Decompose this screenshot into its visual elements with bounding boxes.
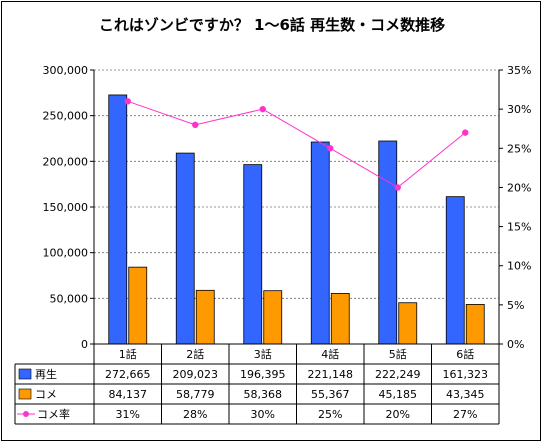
rate-point — [259, 105, 266, 113]
rate-point — [327, 145, 334, 152]
x-tick-label: 4話 — [321, 347, 339, 361]
x-tick-label: 6話 — [456, 347, 474, 361]
x-tick-label: 5話 — [389, 347, 407, 361]
data-label: 272,665 — [105, 368, 151, 381]
y-axis-left: 0 50,000 100,000 150,000 200,000 250,000 300,0… — [43, 64, 94, 351]
data-label: 222,249 — [375, 368, 421, 381]
legend-label: 再生 — [35, 367, 57, 381]
y-axis-right: 0% 5% 10% 15% 20% 25% 30% 35% — [499, 64, 531, 351]
data-label: 31% — [116, 408, 140, 421]
y-left-tick-label: 250,000 — [43, 110, 89, 123]
data-label: 45,185 — [379, 388, 418, 401]
y-left-tick-label: 50,000 — [50, 292, 89, 305]
rate-point — [192, 121, 199, 128]
bar-comments — [195, 289, 215, 345]
x-tick-label: 3話 — [254, 347, 272, 361]
legend-label: コメ — [35, 388, 57, 401]
x-tick-label: 1話 — [119, 347, 137, 361]
y-right-tick-label: 0% — [507, 338, 524, 351]
bar-comments — [263, 290, 283, 345]
data-label: 25% — [318, 408, 342, 421]
data-label: 196,395 — [240, 368, 286, 381]
bar-views — [108, 94, 128, 345]
data-label: 28% — [183, 408, 207, 421]
data-label: 55,367 — [311, 388, 350, 401]
bar-views — [378, 140, 398, 345]
y-right-tick-label: 15% — [507, 221, 531, 234]
legend-marker — [23, 411, 29, 417]
bars — [108, 94, 485, 345]
bar-views — [445, 196, 465, 345]
y-right-tick-label: 30% — [507, 103, 531, 116]
data-label: 221,148 — [308, 368, 354, 381]
legend-swatch — [18, 388, 32, 400]
bar-comments — [465, 304, 485, 345]
data-label: 209,023 — [173, 368, 219, 381]
y-left-tick-label: 300,000 — [43, 64, 89, 77]
rate-point — [124, 98, 131, 105]
data-label: 43,345 — [446, 388, 485, 401]
data-label: 30% — [251, 408, 275, 421]
data-label: 84,137 — [109, 388, 148, 401]
data-label: 161,323 — [443, 368, 489, 381]
legend-swatch — [18, 368, 32, 380]
y-right-tick-label: 5% — [507, 299, 524, 312]
rate-line — [124, 98, 469, 191]
bar-comments — [128, 266, 148, 345]
bar-comments — [398, 302, 418, 345]
rate-point — [394, 184, 401, 191]
data-label: 58,368 — [244, 388, 283, 401]
y-left-tick-label: 150,000 — [43, 201, 89, 214]
bar-views — [243, 164, 263, 345]
y-right-tick-label: 10% — [507, 260, 531, 273]
x-tick-label: 2話 — [186, 347, 204, 361]
y-right-tick-label: 20% — [507, 181, 531, 194]
y-left-tick-label: 0 — [81, 338, 88, 351]
data-label: 27% — [453, 408, 477, 421]
y-right-tick-label: 35% — [507, 64, 531, 77]
y-left-tick-label: 100,000 — [43, 247, 89, 260]
rate-line-path — [127, 100, 466, 189]
rate-point — [462, 129, 469, 136]
gridlines — [94, 69, 499, 299]
bar-comments — [330, 293, 350, 345]
data-label: 20% — [386, 408, 410, 421]
y-right-tick-label: 25% — [507, 142, 531, 155]
bar-views — [175, 152, 195, 345]
chart-title: これはゾンビですか？ 1～6話 再生数・コメ数推移 — [99, 16, 445, 34]
bar-views — [310, 141, 330, 345]
y-left-tick-label: 200,000 — [43, 155, 89, 168]
legend-label: コメ率 — [37, 407, 70, 421]
data-label: 58,779 — [176, 388, 215, 401]
